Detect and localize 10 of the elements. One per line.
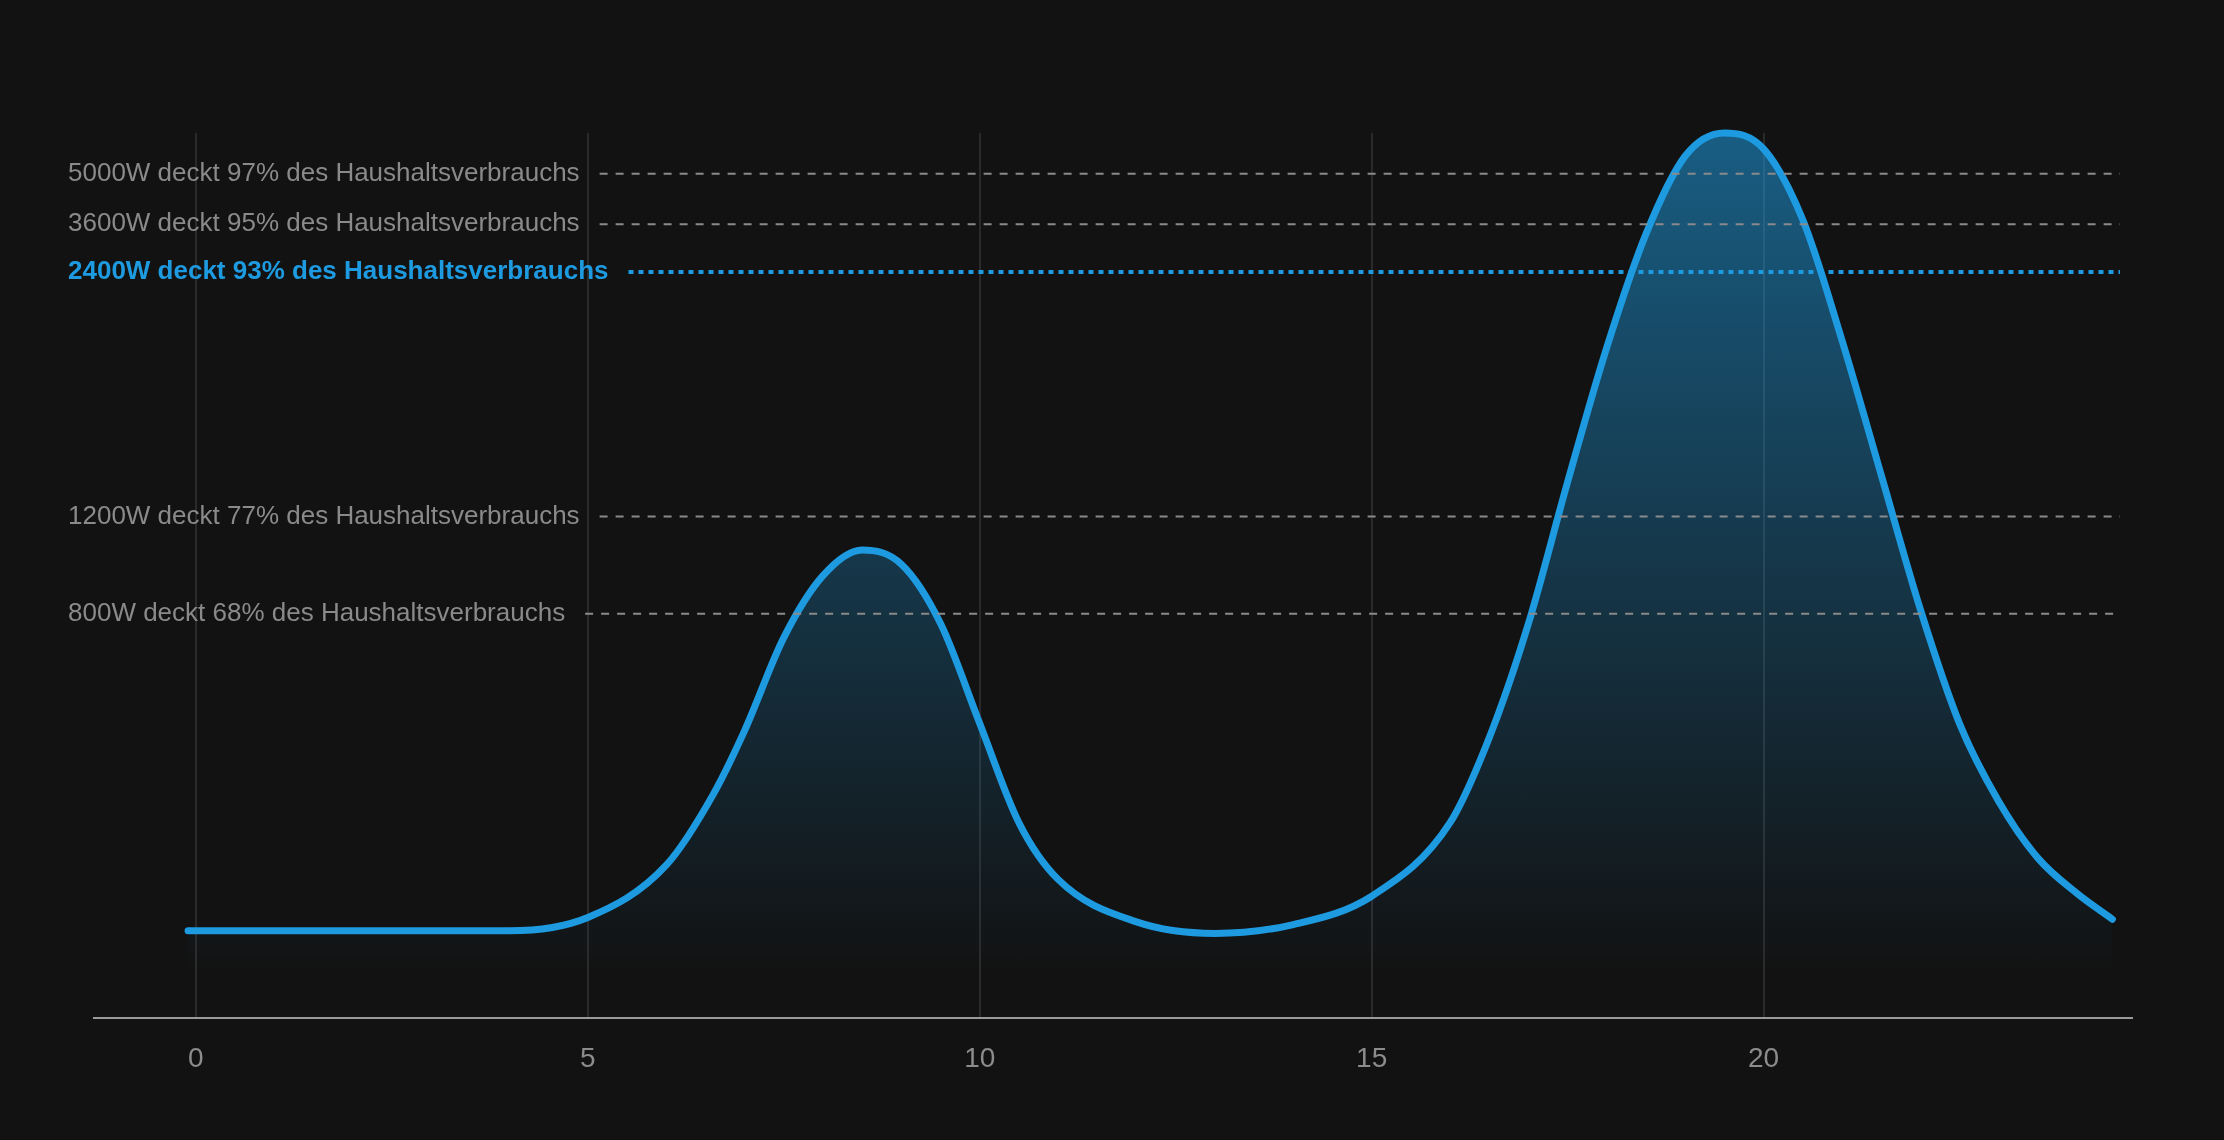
x-tick-label: 15 bbox=[1356, 1041, 1388, 1073]
ref-line-label: 2400W deckt 93% des Haushaltsverbrauchs bbox=[68, 255, 609, 286]
x-tick-label: 10 bbox=[964, 1041, 996, 1073]
x-tick-label: 20 bbox=[1748, 1041, 1780, 1073]
ref-line-label: 1200W deckt 77% des Haushaltsverbrauchs bbox=[68, 499, 580, 530]
ref-line-label: 5000W deckt 97% des Haushaltsverbrauchs bbox=[68, 156, 580, 187]
ref-line-label: 800W deckt 68% des Haushaltsverbrauchs bbox=[68, 596, 566, 627]
x-tick-label: 5 bbox=[580, 1041, 596, 1073]
x-tick-label: 0 bbox=[188, 1041, 204, 1073]
ref-line-label: 3600W deckt 95% des Haushaltsverbrauchs bbox=[68, 207, 580, 238]
